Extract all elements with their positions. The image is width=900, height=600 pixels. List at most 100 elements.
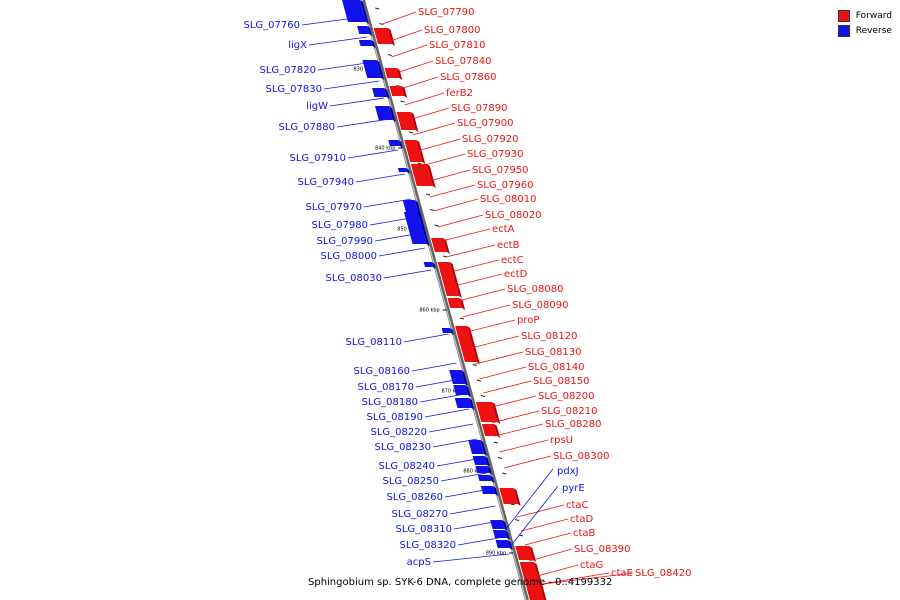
reverse-gene-block[interactable] <box>477 475 495 483</box>
reverse-gene-block[interactable] <box>472 456 491 467</box>
forward-gene-label[interactable]: SLG_08280 <box>545 419 601 430</box>
forward-gene-label[interactable]: SLG_07890 <box>451 103 507 114</box>
forward-gene-label[interactable]: SLG_08210 <box>541 406 597 417</box>
forward-gene-block[interactable] <box>373 28 395 46</box>
reverse-gene-block[interactable] <box>342 0 369 24</box>
reverse-gene-label[interactable]: SLG_08000 <box>321 251 377 262</box>
forward-gene-label[interactable]: SLG_08130 <box>525 347 581 358</box>
reverse-gene-block[interactable] <box>480 486 498 496</box>
forward-gene-label[interactable]: SLG_07900 <box>457 118 513 129</box>
reverse-gene-block[interactable] <box>403 212 430 246</box>
reverse-gene-block[interactable] <box>441 328 455 335</box>
reverse-gene-block[interactable] <box>468 440 488 456</box>
reverse-gene-label[interactable]: SLG_08270 <box>392 509 448 520</box>
forward-gene-block[interactable] <box>410 164 436 188</box>
reverse-gene-block[interactable] <box>362 60 385 80</box>
forward-gene-label[interactable]: SLG_07950 <box>472 165 528 176</box>
forward-gene-label[interactable]: SLG_08090 <box>512 300 568 311</box>
forward-gene-label[interactable]: ectC <box>501 255 524 266</box>
forward-gene-label[interactable]: SLG_08420 <box>635 568 691 579</box>
forward-gene-block[interactable] <box>437 262 456 276</box>
reverse-gene-label[interactable]: SLG_08190 <box>367 412 423 423</box>
forward-gene-block[interactable] <box>519 562 542 582</box>
reverse-gene-label[interactable]: SLG_07970 <box>306 202 362 213</box>
forward-gene-label[interactable]: SLG_07810 <box>429 40 485 51</box>
forward-gene-block[interactable] <box>407 150 426 164</box>
reverse-gene-label[interactable]: SLG_08310 <box>396 524 452 535</box>
reverse-gene-label[interactable]: SLG_08180 <box>362 397 418 408</box>
reverse-gene-label[interactable]: ligX <box>288 40 307 51</box>
reverse-gene-label[interactable]: SLG_08230 <box>375 442 431 453</box>
forward-gene-block[interactable] <box>404 140 422 152</box>
forward-gene-label[interactable]: SLG_08120 <box>521 331 577 342</box>
forward-gene-label[interactable]: ctaB <box>573 528 596 539</box>
reverse-gene-label[interactable]: SLG_08260 <box>387 492 443 503</box>
forward-gene-label[interactable]: SLG_07790 <box>418 7 474 18</box>
reverse-gene-label[interactable]: SLG_07880 <box>279 122 335 133</box>
forward-gene-label[interactable]: ctaG <box>580 560 603 571</box>
forward-gene-block[interactable] <box>481 424 501 438</box>
forward-gene-label[interactable]: ctaC <box>566 500 589 511</box>
reverse-gene-block[interactable] <box>423 262 436 269</box>
forward-gene-label[interactable]: SLG_08020 <box>485 210 541 221</box>
forward-gene-label[interactable]: SLG_08140 <box>528 362 584 373</box>
reverse-gene-label[interactable]: SLG_07990 <box>317 236 373 247</box>
reverse-gene-label[interactable]: SLG_07830 <box>266 84 322 95</box>
reverse-gene-label[interactable]: SLG_08160 <box>354 366 410 377</box>
reverse-gene-label[interactable]: SLG_08110 <box>346 337 402 348</box>
reverse-gene-block[interactable] <box>357 26 373 36</box>
forward-gene-label[interactable]: ferB2 <box>446 88 473 99</box>
reverse-gene-block[interactable] <box>358 40 376 48</box>
forward-gene-block[interactable] <box>396 112 419 132</box>
forward-gene-label[interactable]: SLG_07920 <box>462 134 518 145</box>
forward-gene-block[interactable] <box>444 286 462 298</box>
reverse-gene-label[interactable]: SLG_07980 <box>312 220 368 231</box>
forward-gene-block[interactable] <box>455 326 474 342</box>
reverse-gene-label[interactable]: SLG_08030 <box>326 273 382 284</box>
reverse-gene-block[interactable] <box>453 385 471 397</box>
forward-gene-label[interactable]: SLG_07840 <box>435 56 491 67</box>
reverse-gene-label[interactable]: SLG_07910 <box>290 153 346 164</box>
forward-gene-label[interactable]: SLG_08080 <box>507 284 563 295</box>
forward-gene-label[interactable]: SLG_08300 <box>553 451 609 462</box>
reverse-gene-label[interactable]: SLG_07820 <box>260 65 316 76</box>
reverse-gene-block[interactable] <box>454 398 475 410</box>
forward-gene-label[interactable]: SLG_08010 <box>480 194 536 205</box>
forward-gene-label[interactable]: proP <box>517 315 539 326</box>
forward-gene-label[interactable]: SLG_07800 <box>424 25 480 36</box>
reverse-gene-label[interactable]: pdxJ <box>557 466 579 477</box>
forward-gene-label[interactable]: ctaD <box>570 514 594 525</box>
forward-gene-block[interactable] <box>462 352 480 364</box>
forward-gene-label[interactable]: SLG_08200 <box>538 391 594 402</box>
reverse-gene-block[interactable] <box>397 168 410 174</box>
forward-gene-label[interactable]: ctaE <box>611 568 633 579</box>
forward-gene-block[interactable] <box>447 298 466 310</box>
forward-gene-block[interactable] <box>440 274 460 288</box>
reverse-gene-block[interactable] <box>372 88 390 99</box>
reverse-gene-label[interactable]: ligW <box>306 101 328 112</box>
reverse-gene-block[interactable] <box>475 466 493 475</box>
forward-gene-label[interactable]: SLG_07960 <box>477 180 533 191</box>
reverse-gene-block[interactable] <box>492 530 511 540</box>
forward-gene-block[interactable] <box>524 580 547 600</box>
forward-gene-label[interactable]: SLG_08390 <box>574 544 630 555</box>
forward-gene-label[interactable]: ectB <box>497 240 520 251</box>
reverse-gene-block[interactable] <box>374 106 396 122</box>
reverse-gene-label[interactable]: SLG_08240 <box>379 461 435 472</box>
forward-gene-label[interactable]: SLG_07930 <box>467 149 523 160</box>
reverse-gene-label[interactable]: pyrE <box>562 483 585 494</box>
forward-gene-label[interactable]: SLG_08150 <box>533 376 589 387</box>
forward-gene-label[interactable]: ectD <box>504 269 528 280</box>
forward-gene-block[interactable] <box>499 488 521 506</box>
reverse-gene-label[interactable]: SLG_08170 <box>358 382 414 393</box>
reverse-gene-block[interactable] <box>388 140 403 148</box>
reverse-gene-label[interactable]: acpS <box>407 557 431 568</box>
forward-gene-label[interactable]: rpsU <box>550 435 573 446</box>
forward-gene-block[interactable] <box>431 238 450 254</box>
forward-gene-block[interactable] <box>515 546 537 562</box>
forward-gene-label[interactable]: SLG_07860 <box>440 72 496 83</box>
forward-gene-label[interactable]: ectA <box>492 224 515 235</box>
forward-gene-block[interactable] <box>384 68 403 80</box>
reverse-gene-label[interactable]: SLG_08220 <box>371 427 427 438</box>
reverse-gene-label[interactable]: SLG_08320 <box>400 540 456 551</box>
